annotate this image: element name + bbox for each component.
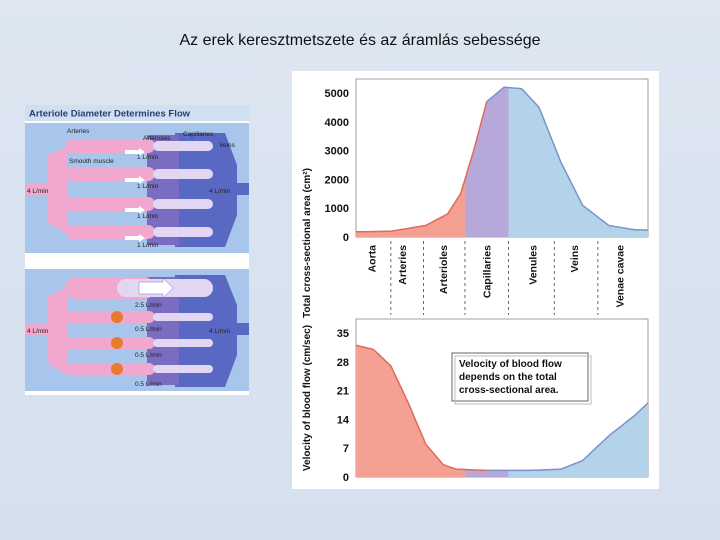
velocity-ytick-5: 35 bbox=[337, 328, 349, 340]
bottom-inflow-label: 4 L/min bbox=[27, 328, 49, 335]
label-smooth-muscle: Smooth muscle bbox=[69, 158, 114, 165]
area-region-capillary bbox=[464, 87, 509, 237]
area-ytick-0: 0 bbox=[343, 232, 349, 244]
velocity-line-venous bbox=[486, 402, 649, 472]
area-ytick-1: 1000 bbox=[325, 203, 349, 215]
bottom-outflow-label: 4 L/min bbox=[209, 328, 231, 335]
annotation-line-1: Velocity of blood flow bbox=[459, 359, 562, 370]
top-vein-collector bbox=[175, 133, 237, 247]
label-arteries: Arteries bbox=[67, 128, 90, 135]
bottom-branch-flow-3: 0.5 L/min bbox=[135, 352, 162, 359]
category-label-0: Aorta bbox=[366, 245, 378, 273]
area-ytick-3: 3000 bbox=[325, 146, 349, 158]
velocity-ytick-2: 14 bbox=[337, 414, 350, 426]
velocity-ytick-1: 7 bbox=[343, 443, 349, 455]
bottom-vein-collector bbox=[175, 275, 237, 387]
slide-title: Az erek keresztmetszete és az áramlás se… bbox=[179, 32, 541, 49]
velocity-ytick-0: 0 bbox=[343, 472, 349, 484]
bottom-artery-trunk bbox=[47, 287, 67, 375]
annotation-line-3: cross-sectional area. bbox=[459, 385, 559, 396]
area-velocity-figure: 0 1000 2000 3000 4000 5000 Total cross-sectio… bbox=[292, 71, 659, 489]
area-region-venous bbox=[508, 87, 648, 237]
bottom-large-flow-arrow bbox=[138, 277, 174, 299]
top-branch-flow-2: 1 L/min bbox=[137, 183, 159, 190]
figure-heading: Arteriole Diameter Determines Flow bbox=[29, 109, 191, 120]
annotation-line-2: depends on the total bbox=[459, 372, 557, 383]
top-flow-arrows bbox=[125, 148, 145, 242]
velocity-region-arterial bbox=[356, 345, 465, 477]
top-branch-flow-3: 1 L/min bbox=[137, 213, 159, 220]
area-ytick-4: 4000 bbox=[325, 117, 349, 129]
category-label-6: Venae cavae bbox=[615, 245, 627, 308]
top-branch-flow-1: 1 L/min bbox=[137, 154, 159, 161]
area-line-venous bbox=[486, 86, 649, 231]
category-label-4: Venules bbox=[528, 245, 540, 285]
top-branch-flow-4: 1 L/min bbox=[137, 242, 159, 249]
velocity-region-capillary bbox=[464, 469, 509, 477]
velocity-region-venous bbox=[508, 402, 648, 477]
area-ylabel: Total cross-sectional area (cm²) bbox=[302, 168, 313, 318]
label-arterioles: Arterioles bbox=[143, 135, 171, 142]
category-label-3: Capillaries bbox=[482, 245, 494, 298]
area-velocity-chart: 0 1000 2000 3000 4000 5000 Total cross-sectio… bbox=[302, 78, 649, 484]
bottom-branch-flow-1: 2.5 L/min bbox=[135, 302, 162, 309]
area-ytick-2: 2000 bbox=[325, 174, 349, 186]
category-label-5: Veins bbox=[569, 245, 581, 273]
area-line-arterial bbox=[356, 101, 488, 233]
arteriole-flow-diagram: Arteriole Diameter Determines Flow bbox=[25, 105, 249, 391]
category-label-1: Arteries bbox=[397, 245, 409, 285]
constricted-arterioles bbox=[111, 311, 123, 375]
bottom-branch-flow-4: 0.5 L/min bbox=[135, 381, 162, 388]
label-veins: Veins bbox=[219, 142, 236, 149]
category-label-2: Arterioles bbox=[438, 245, 450, 294]
top-branches bbox=[65, 139, 213, 239]
velocity-ytick-4: 28 bbox=[337, 357, 349, 369]
area-ytick-5: 5000 bbox=[325, 88, 349, 100]
top-outflow-label: 4 L/min bbox=[209, 188, 231, 195]
label-capillaries: Capillaries bbox=[183, 131, 214, 138]
top-inflow-label: 4 L/min bbox=[27, 188, 49, 195]
velocity-line-arterial bbox=[355, 344, 487, 472]
bottom-branch-flow-2: 0.5 L/min bbox=[135, 326, 162, 333]
top-artery-trunk bbox=[47, 147, 67, 233]
velocity-ylabel: Velocity of blood flow (cm/sec) bbox=[302, 325, 313, 471]
arteriole-flow-figure: Arteriole Diameter Determines Flow bbox=[25, 105, 249, 395]
velocity-ytick-3: 21 bbox=[337, 386, 349, 398]
area-region-arterial bbox=[356, 179, 465, 237]
velocity-annotation: Velocity of blood flow depends on the to… bbox=[451, 352, 592, 405]
